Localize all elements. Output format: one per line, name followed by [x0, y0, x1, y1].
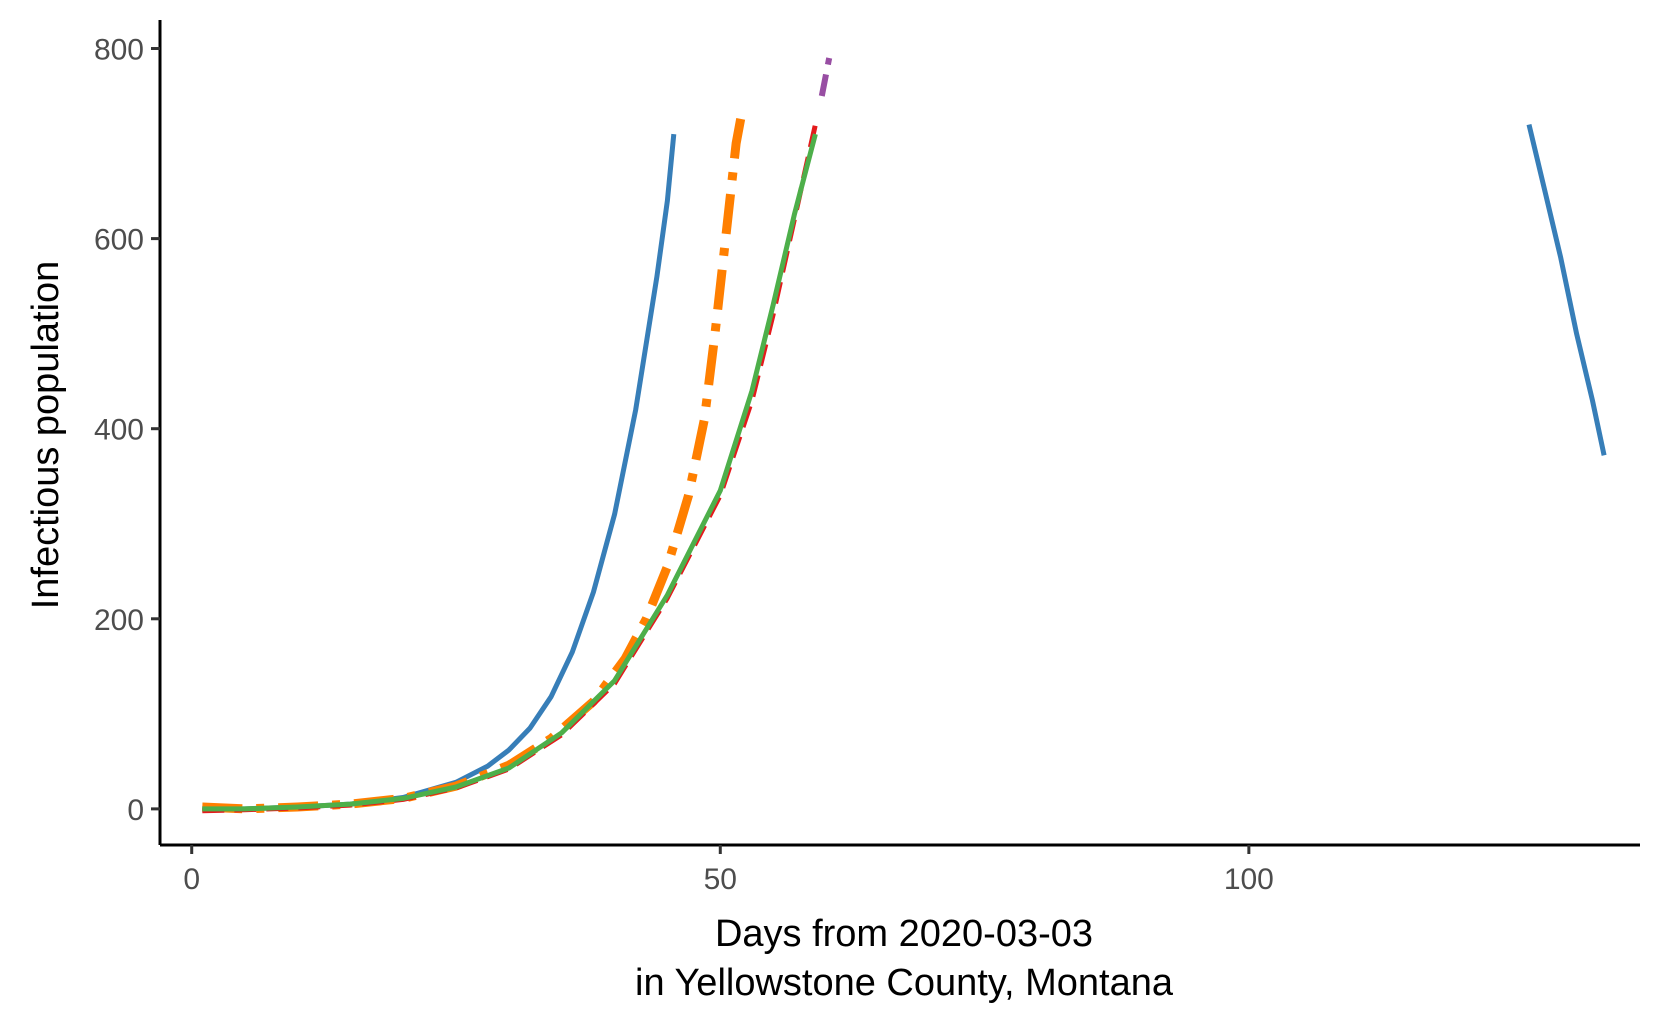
series-line-1-segment-2 — [1526, 124, 1607, 456]
x-axis-ticks: 0 50 100 — [183, 845, 1274, 896]
series-line-1-segment-1 — [202, 133, 677, 812]
y-tick-label: 600 — [94, 224, 144, 257]
series-line-2-segment-1 — [202, 114, 746, 814]
plot-area — [202, 57, 1607, 814]
y-axis-title: Infectious population — [25, 261, 67, 610]
x-tick-label: 0 — [183, 863, 200, 896]
y-tick-label: 0 — [127, 794, 144, 827]
y-axis-ticks: 0 200 400 600 800 — [94, 34, 160, 827]
x-axis-title-line2: in Yellowstone County, Montana — [635, 962, 1174, 1004]
series-line-5-segment-1 — [202, 133, 818, 812]
y-tick-label: 200 — [94, 604, 144, 637]
series-line-4-segment-1 — [818, 57, 833, 97]
x-tick-label: 100 — [1224, 863, 1274, 896]
x-tick-label: 50 — [704, 863, 737, 896]
y-tick-label: 800 — [94, 34, 144, 67]
x-axis-title-line1: Days from 2020-03-03 — [715, 913, 1093, 955]
y-tick-label: 400 — [94, 414, 144, 447]
